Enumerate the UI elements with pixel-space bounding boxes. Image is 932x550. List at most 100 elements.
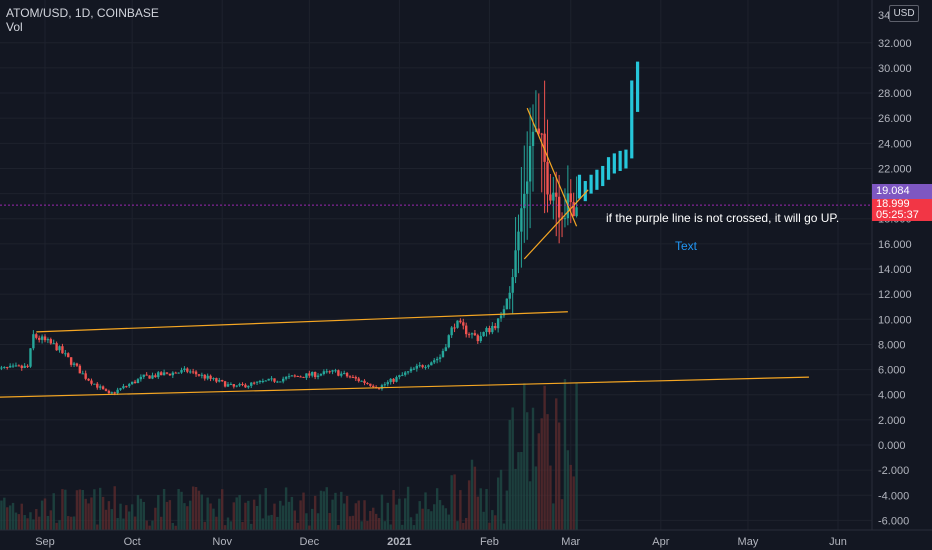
candle-body (543, 133, 546, 162)
candle-body (502, 309, 506, 316)
candle-body (450, 327, 453, 336)
candle-body (87, 378, 90, 381)
candle-body (418, 365, 421, 367)
volume-bar (459, 490, 462, 530)
volume-bar (488, 522, 491, 530)
price-tick-label: 2.000 (878, 415, 906, 427)
price-tick-label: 10.000 (878, 314, 912, 326)
volume-bar (528, 481, 532, 530)
candle-body (142, 374, 145, 377)
symbol-title[interactable]: ATOM/USD, 1D, COINBASE (6, 6, 159, 20)
volume-bar (325, 487, 328, 530)
candle-body (238, 384, 241, 386)
candle-body (17, 365, 21, 367)
volume-bar (441, 505, 445, 530)
candle-body (491, 325, 494, 333)
volume-bar (276, 516, 279, 530)
volume-bar (575, 382, 578, 530)
volume-bar (200, 494, 204, 530)
volume-bar (360, 521, 363, 530)
volume-bar (348, 516, 352, 530)
volume-bar (467, 480, 471, 530)
volume-bar (357, 500, 360, 530)
candle-body (525, 181, 529, 194)
volume-bar (229, 521, 233, 530)
volume-bar (130, 504, 134, 530)
price-tick-label: 4.000 (878, 390, 906, 402)
candle-body (165, 372, 169, 374)
candle-body (488, 328, 491, 333)
candle-body (482, 332, 485, 337)
candle-body (128, 384, 131, 387)
volume-bar (49, 510, 53, 530)
candle-body (398, 375, 401, 378)
candle-body (406, 371, 410, 373)
volume-bar (43, 498, 47, 530)
candle-body (78, 365, 82, 374)
volume-bar (125, 505, 128, 530)
annotation-note[interactable]: if the purple line is not crossed, it wi… (606, 211, 840, 225)
volume-bar (32, 519, 35, 530)
candle-body (395, 377, 398, 382)
candle-body (514, 250, 517, 278)
volume-bar (261, 518, 265, 530)
candle-body (383, 384, 387, 386)
candle-body (145, 374, 148, 376)
candle-body (43, 336, 47, 341)
price-tick-label: 6.000 (878, 365, 906, 377)
candle-body (215, 378, 218, 382)
volume-bar (84, 498, 87, 530)
volume-bar (81, 489, 84, 530)
candle-body (49, 339, 53, 344)
candle-body (154, 375, 157, 378)
candle-body (159, 372, 163, 376)
volume-bar (145, 520, 148, 530)
volume-bar (238, 494, 241, 530)
volume-bar (26, 518, 29, 530)
currency-button[interactable]: USD (889, 5, 919, 22)
volume-bar (342, 503, 346, 530)
candle-body (252, 382, 256, 384)
volume-bar (20, 503, 23, 530)
volume-bar (177, 489, 180, 530)
volume-bar (438, 500, 442, 530)
candle-body (273, 378, 276, 382)
candle-body (433, 360, 436, 363)
candle-body (122, 386, 125, 389)
candle-body (372, 385, 375, 388)
volume-bar (296, 522, 299, 530)
price-tick-label: 12.000 (878, 289, 912, 301)
candle-body (130, 381, 134, 385)
volume-bar (444, 508, 448, 530)
volume-bar (128, 511, 131, 530)
candle-body (287, 376, 291, 378)
candle-body (337, 370, 340, 376)
volume-bar (377, 518, 381, 530)
candle-body (427, 365, 430, 367)
candle-body (342, 373, 346, 375)
candle-body (267, 378, 270, 381)
volume-bar (183, 503, 186, 530)
volume-label[interactable]: Vol (6, 20, 23, 34)
volume-bar (389, 524, 392, 530)
candle-body (206, 375, 209, 379)
annotation-text-label[interactable]: Text (675, 239, 698, 253)
candle-body (311, 372, 314, 376)
price-axis: -6.000 -4.000 -2.000 0.000 2.000 4.000 6.000 8.… (878, 10, 912, 527)
volume-bar (514, 468, 517, 530)
candle-body (456, 320, 459, 328)
candle-body (119, 388, 122, 390)
candle-body (250, 382, 253, 386)
candle-body (369, 383, 372, 386)
volume-bar (476, 496, 480, 530)
price-tick-label: -4.000 (878, 490, 909, 502)
time-tick-label: May (738, 536, 759, 548)
volume-bar (142, 501, 145, 530)
candle-body (447, 335, 450, 348)
volume-bar (281, 505, 285, 530)
candle-body (209, 375, 212, 379)
volume-bar (316, 513, 320, 530)
volume-bar (540, 418, 543, 530)
volume-bar (569, 464, 572, 530)
